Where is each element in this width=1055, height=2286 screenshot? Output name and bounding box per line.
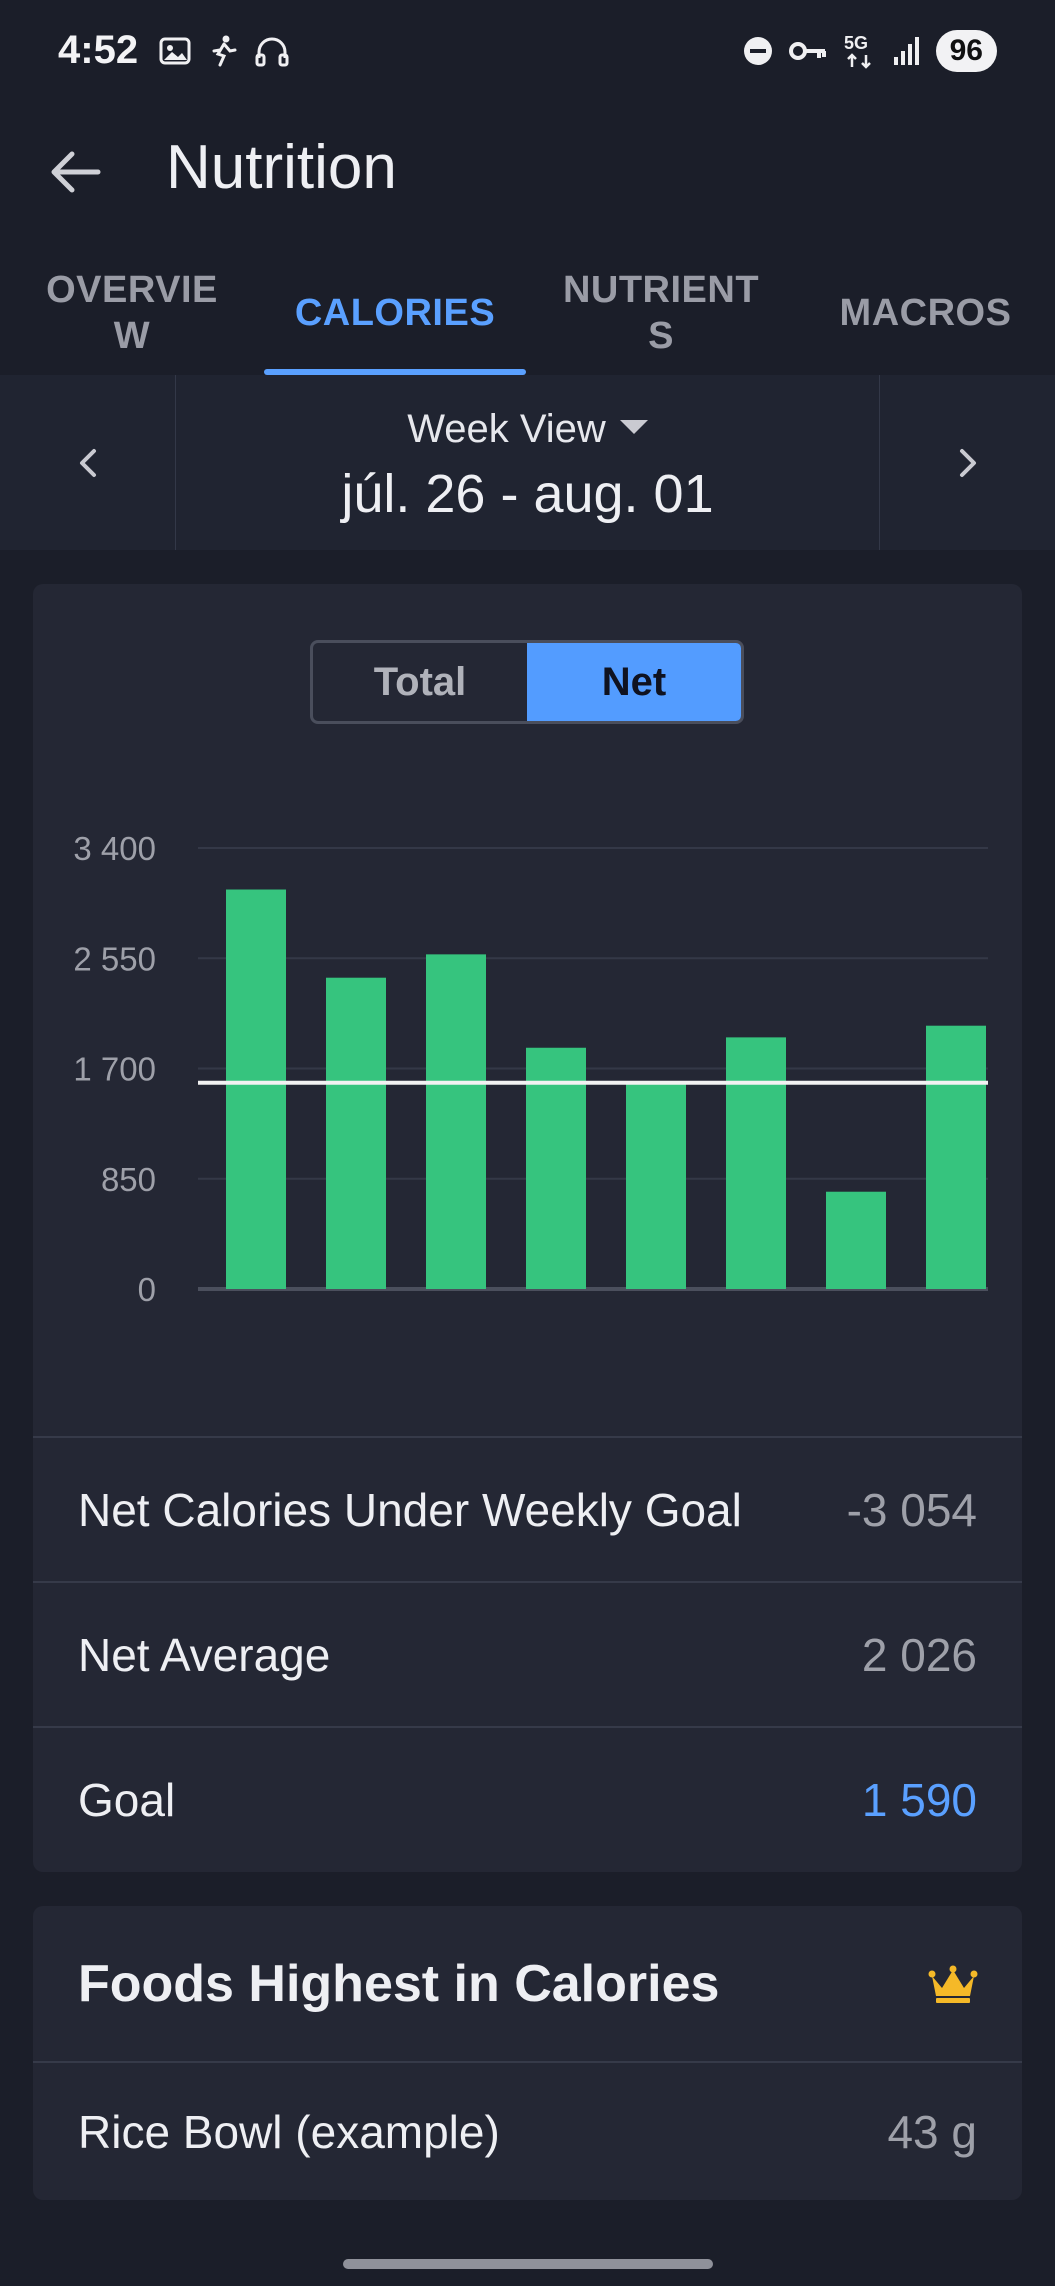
previous-week-button[interactable]: [0, 375, 176, 550]
bar-hét[interactable]: [426, 954, 486, 1289]
view-mode-label: Week View: [407, 407, 606, 451]
status-bar: 4:52 5G: [0, 0, 1055, 110]
signal-icon: [893, 37, 919, 65]
tab-nutrients[interactable]: NUTRIENT S: [526, 250, 796, 375]
summary-value-under-goal: -3 054: [846, 1484, 977, 1536]
bar-pén[interactable]: [826, 1191, 886, 1289]
tab-macros-label: MACROS: [839, 291, 1012, 334]
y-tick-label: 0: [138, 1271, 156, 1308]
date-range: júl. 26 - aug. 01: [341, 464, 714, 524]
total-net-toggle: Total Net: [310, 640, 744, 724]
summary-row-under-goal: Net Calories Under Weekly Goal -3 054: [33, 1436, 1022, 1583]
home-indicator[interactable]: [343, 2259, 713, 2269]
chevron-right-icon: [959, 448, 976, 477]
chevron-left-icon: [79, 448, 96, 477]
toggle-net-button[interactable]: Net: [527, 643, 741, 721]
y-tick-label: 3 400: [73, 830, 156, 867]
activity-icon: [212, 35, 237, 67]
summary-label-under-goal: Net Calories Under Weekly Goal: [78, 1484, 742, 1536]
week-navigator: Week View júl. 26 - aug. 01: [0, 375, 1055, 550]
network-5g-icon: 5G: [844, 33, 871, 69]
food-name: Rice Bowl (example): [78, 2106, 500, 2158]
bar-avg[interactable]: [926, 1025, 986, 1289]
tab-macros[interactable]: MACROS: [796, 250, 1055, 375]
next-week-button[interactable]: [879, 375, 1055, 550]
tab-nutrients-label-1: NUTRIENT: [562, 268, 760, 311]
foods-section-title: Foods Highest in Calories: [78, 1955, 720, 2013]
screenshot-icon: [159, 37, 191, 65]
summary-label-net-average: Net Average: [78, 1629, 331, 1681]
do-not-disturb-icon: [743, 37, 772, 65]
app-bar: Nutrition: [0, 110, 1055, 240]
food-list-item[interactable]: Rice Bowl (example) 43 g: [33, 2061, 1022, 2203]
bar-ke[interactable]: [526, 1047, 586, 1289]
crown-icon[interactable]: [928, 1964, 978, 2004]
bar-csü[interactable]: [726, 1037, 786, 1289]
back-button[interactable]: [44, 140, 108, 204]
tab-bar: OVERVIE W CALORIES NUTRIENT S MACROS: [0, 250, 1055, 376]
summary-label-goal: Goal: [78, 1774, 176, 1826]
tab-overview[interactable]: OVERVIE W: [0, 250, 264, 375]
tab-calories-label: CALORIES: [294, 291, 496, 334]
bar-szo[interactable]: [226, 889, 286, 1289]
svg-text:5G: 5G: [844, 33, 868, 53]
caret-down-icon: [619, 420, 648, 435]
arrow-left-icon: [51, 151, 101, 193]
tab-nutrients-label-2: S: [648, 314, 674, 357]
food-amount: 43 g: [887, 2106, 977, 2158]
headphones-icon: [255, 37, 289, 67]
summary-value-goal[interactable]: 1 590: [861, 1774, 977, 1826]
foods-highest-card: Foods Highest in Calories Rice Bowl (exa…: [33, 1906, 1022, 2200]
toggle-total-button[interactable]: Total: [373, 659, 467, 704]
summary-row-net-average: Net Average 2 026: [33, 1581, 1022, 1728]
active-tab-indicator: [264, 369, 526, 375]
y-tick-label: 2 550: [73, 940, 156, 977]
tab-calories[interactable]: CALORIES: [264, 250, 526, 375]
bar-sze[interactable]: [626, 1081, 686, 1289]
summary-value-net-average: 2 026: [861, 1629, 977, 1681]
status-time: 4:52: [58, 28, 139, 72]
tab-overview-label-2: W: [113, 314, 151, 357]
vpn-key-icon: [788, 42, 826, 60]
tab-overview-label-1: OVERVIE: [46, 268, 218, 311]
bar-vas[interactable]: [326, 977, 386, 1289]
y-tick-label: 1 700: [73, 1051, 156, 1088]
view-mode-dropdown[interactable]: Week View: [175, 407, 880, 452]
status-icons-right: 5G 96: [742, 30, 997, 72]
summary-row-goal[interactable]: Goal 1 590: [33, 1726, 1022, 1873]
battery-indicator: 96: [935, 30, 997, 72]
status-icons-left: [158, 34, 290, 68]
y-tick-label: 850: [101, 1161, 156, 1198]
page-title: Nutrition: [166, 133, 397, 202]
